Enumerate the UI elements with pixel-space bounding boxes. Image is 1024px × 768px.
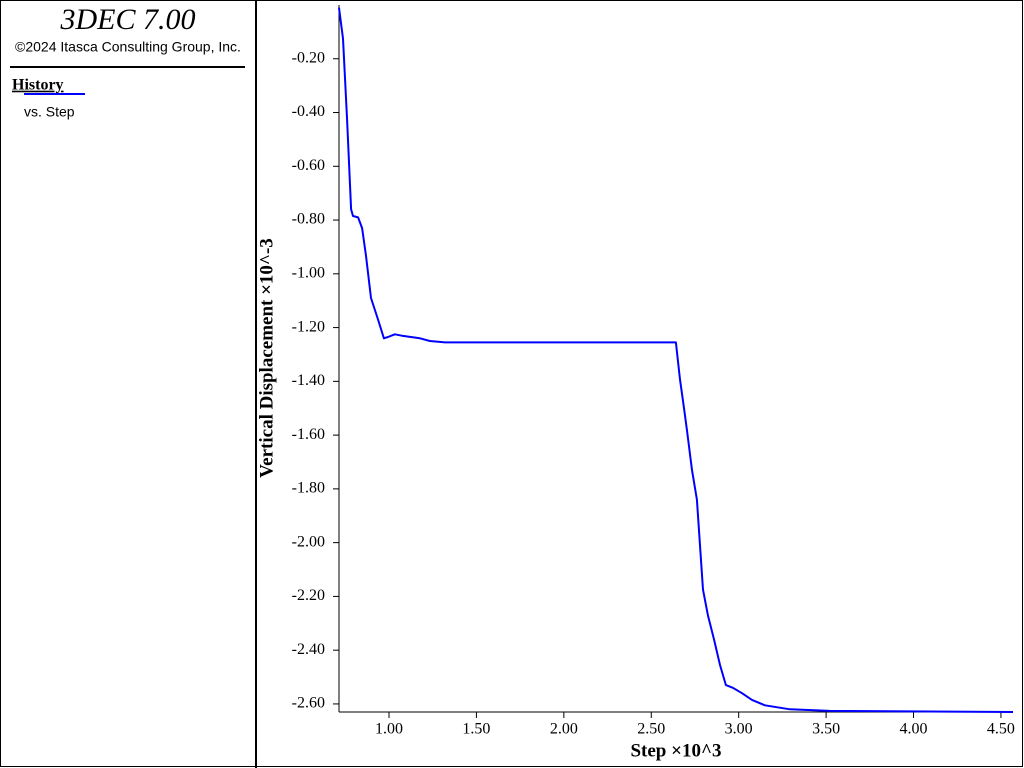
y-tick-label: -1.60	[292, 426, 325, 443]
x-tick-label: 3.50	[812, 721, 840, 738]
y-tick-label: -1.80	[292, 480, 325, 497]
y-tick-label: -2.20	[292, 587, 325, 604]
y-tick-label: -0.60	[292, 157, 325, 174]
x-tick-label: 3.00	[725, 721, 753, 738]
x-tick-label: 2.00	[550, 721, 578, 738]
x-tick-label: 2.50	[637, 721, 665, 738]
y-tick-label: -0.80	[292, 211, 325, 228]
y-tick-label: -0.40	[292, 103, 325, 120]
x-tick-label: 1.50	[462, 721, 490, 738]
y-tick-label: -1.20	[292, 318, 325, 335]
x-tick-label: 4.50	[987, 721, 1015, 738]
y-tick-label: -1.40	[292, 372, 325, 389]
y-tick-label: -2.40	[292, 641, 325, 658]
y-axis-label: Vertical Displacement ×10^-3	[256, 238, 277, 478]
copyright: ©2024 Itasca Consulting Group, Inc.	[15, 39, 241, 55]
x-tick-label: 1.00	[375, 721, 403, 738]
line-series	[338, 7, 1014, 713]
app-title: 3DEC 7.00	[60, 3, 196, 36]
x-tick-label: 4.00	[900, 721, 928, 738]
legend-note: vs. Step	[24, 104, 75, 120]
legend-entry: History	[12, 77, 64, 94]
y-tick-label: -2.60	[292, 695, 325, 712]
y-tick-label: -1.00	[292, 264, 325, 281]
x-axis-label: Step ×10^3	[630, 740, 721, 761]
y-tick-label: -2.00	[292, 533, 325, 550]
y-tick-label: -0.20	[292, 49, 325, 66]
